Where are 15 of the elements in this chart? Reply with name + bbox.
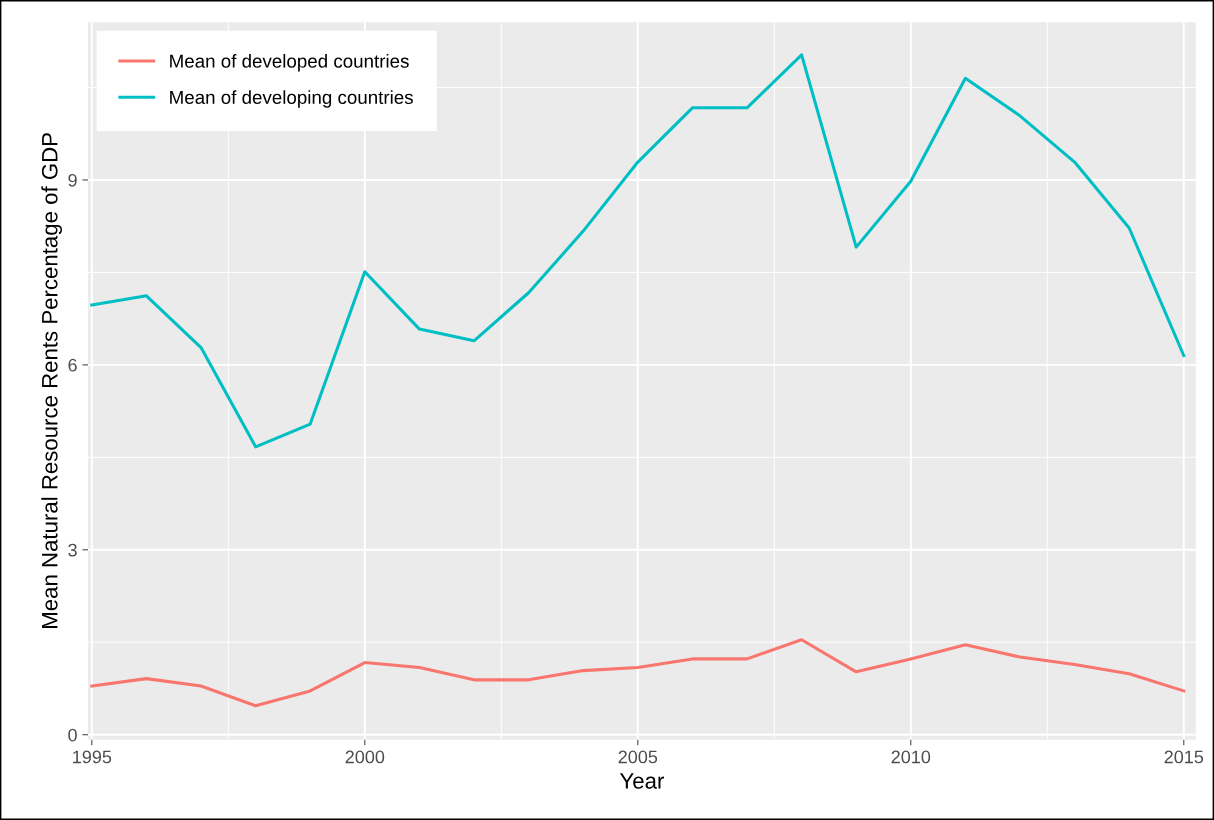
x-tick-label: 2015 <box>1164 750 1204 764</box>
line-series <box>90 638 1186 708</box>
legend-label: Mean of developed countries <box>170 54 409 72</box>
x-axis-title: Year <box>619 773 664 789</box>
x-tick-label: 2000 <box>345 750 385 764</box>
x-tick-label: 1995 <box>73 750 112 764</box>
y-tick-label: 6 <box>68 358 77 372</box>
x-tick-label: 2010 <box>891 750 931 764</box>
line-series <box>90 53 1186 449</box>
y-tick-label: 3 <box>68 543 77 557</box>
y-tick-label: 0 <box>68 728 77 742</box>
y-axis-title: Mean Natural Resource Rents Percentage of GDP <box>41 133 62 628</box>
y-tick-label: 9 <box>68 173 77 187</box>
x-tick-label: 2005 <box>618 750 658 764</box>
legend-label: Mean of developing countries <box>170 90 413 108</box>
